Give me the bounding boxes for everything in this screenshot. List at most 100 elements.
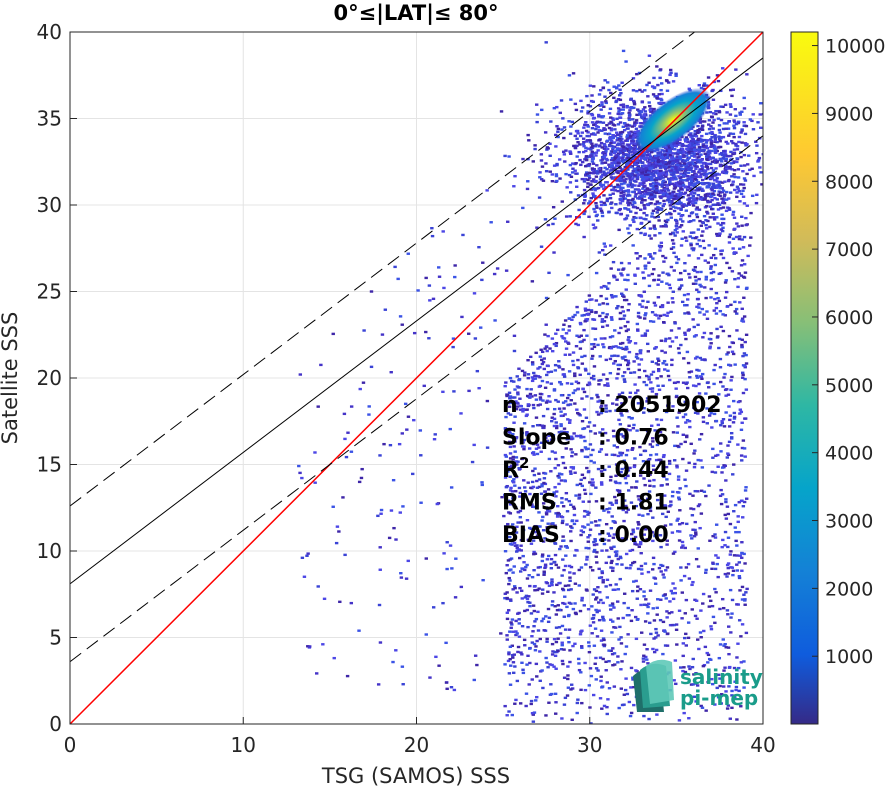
density-cell [570, 383, 573, 385]
density-cell [591, 617, 594, 619]
density-cell [645, 384, 648, 386]
density-cell [749, 212, 752, 214]
density-cell [508, 579, 511, 581]
density-cell [569, 191, 572, 193]
density-cell [680, 546, 683, 548]
density-cell [603, 79, 606, 81]
density-cell [694, 276, 697, 278]
density-cell [661, 362, 664, 364]
density-cell [731, 473, 734, 475]
density-cell [665, 170, 668, 172]
density-cell [534, 699, 537, 701]
density-cell [552, 413, 555, 415]
density-cell [731, 142, 734, 144]
density-cell [692, 658, 695, 660]
density-cell [590, 675, 593, 677]
density-cell [519, 516, 522, 518]
density-cell [584, 547, 587, 549]
density-cell [649, 633, 652, 635]
density-cell [580, 702, 583, 704]
density-cell [676, 203, 679, 205]
density-cell [622, 296, 625, 298]
density-cell [705, 133, 708, 135]
density-cell [582, 138, 585, 140]
density-cell [669, 345, 672, 347]
density-cell [647, 82, 650, 84]
density-cell [711, 161, 714, 163]
density-cell [672, 431, 675, 433]
density-cell [531, 363, 534, 365]
density-cell [679, 152, 682, 154]
density-cell [640, 572, 643, 574]
density-cell [571, 121, 574, 123]
density-cell [528, 647, 531, 649]
density-cell [538, 650, 541, 652]
density-cell [746, 205, 749, 207]
density-cell [556, 609, 559, 611]
density-cell [616, 661, 619, 663]
density-cell [664, 597, 667, 599]
density-cell [608, 137, 611, 139]
density-cell [715, 292, 718, 294]
density-cell [590, 348, 593, 350]
density-cell [548, 155, 551, 157]
density-cell [627, 175, 630, 177]
density-cell [624, 677, 627, 679]
density-cell [698, 146, 701, 148]
density-cell [678, 509, 681, 511]
density-cell [696, 206, 699, 208]
density-cell [592, 208, 595, 210]
density-cell [561, 117, 564, 119]
density-cell [639, 195, 642, 197]
density-cell [666, 184, 669, 186]
density-cell [720, 503, 723, 505]
density-cell [605, 359, 608, 361]
density-cell [724, 104, 727, 106]
density-cell [571, 719, 574, 721]
density-cell [514, 620, 517, 622]
density-cell [671, 178, 674, 180]
density-cell [688, 371, 691, 373]
density-cell [685, 644, 688, 646]
density-cell [728, 267, 731, 269]
density-cell [613, 150, 616, 152]
density-cell [614, 345, 617, 347]
density-cell [581, 485, 584, 487]
density-cell [630, 140, 633, 142]
density-cell [605, 298, 608, 300]
density-cell [606, 579, 609, 581]
density-cell [725, 388, 728, 390]
density-cell [670, 590, 673, 592]
density-cell [721, 313, 724, 315]
density-cell [696, 298, 699, 300]
density-cell [725, 575, 728, 577]
density-cell [657, 368, 660, 370]
density-cell [585, 448, 588, 450]
density-cell [587, 608, 590, 610]
density-cell [677, 175, 680, 177]
density-cell [643, 604, 646, 606]
density-cell [740, 429, 743, 431]
density-cell [564, 173, 567, 175]
density-cell [610, 207, 613, 209]
density-cell [540, 159, 543, 161]
density-cell [541, 588, 544, 590]
density-cell [692, 231, 695, 233]
density-cell [554, 369, 557, 371]
density-cell [558, 177, 561, 179]
density-cell [591, 327, 594, 329]
density-cell [622, 182, 625, 184]
density-cell [717, 135, 720, 137]
density-cell [632, 206, 635, 208]
density-cell [626, 364, 629, 366]
density-cell [708, 226, 711, 228]
density-cell [601, 685, 604, 687]
density-cell [588, 706, 591, 708]
density-cell [607, 211, 610, 213]
density-cell [685, 566, 688, 568]
density-cell [591, 114, 594, 116]
density-cell [717, 117, 720, 119]
density-cell [718, 608, 721, 610]
density-cell [561, 522, 564, 524]
density-cell [669, 287, 672, 289]
